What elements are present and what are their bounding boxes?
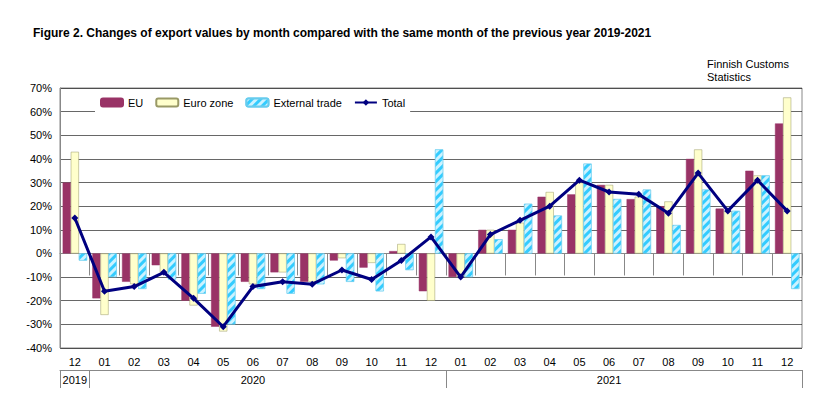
svg-text:12: 12 xyxy=(425,356,437,368)
svg-text:06: 06 xyxy=(247,356,259,368)
svg-text:EU: EU xyxy=(128,97,143,109)
svg-text:11: 11 xyxy=(752,356,763,368)
svg-text:60%: 60% xyxy=(30,106,52,118)
svg-text:-10%: -10% xyxy=(26,271,52,283)
svg-text:-40%: -40% xyxy=(26,342,52,354)
svg-text:Figure 2. Changes of export va: Figure 2. Changes of export values by mo… xyxy=(33,26,651,40)
svg-text:Statistics: Statistics xyxy=(707,71,752,83)
svg-text:20%: 20% xyxy=(30,200,52,212)
svg-text:30%: 30% xyxy=(30,177,52,189)
svg-text:05: 05 xyxy=(217,356,229,368)
svg-text:10: 10 xyxy=(366,356,378,368)
svg-text:-30%: -30% xyxy=(26,318,52,330)
svg-text:01: 01 xyxy=(98,356,110,368)
svg-text:06: 06 xyxy=(603,356,615,368)
svg-text:07: 07 xyxy=(633,356,645,368)
svg-text:08: 08 xyxy=(306,356,318,368)
svg-text:09: 09 xyxy=(336,356,348,368)
svg-text:2021: 2021 xyxy=(597,374,621,386)
svg-text:2020: 2020 xyxy=(241,374,265,386)
svg-text:12: 12 xyxy=(69,356,81,368)
svg-text:05: 05 xyxy=(573,356,585,368)
svg-text:11: 11 xyxy=(396,356,407,368)
svg-text:02: 02 xyxy=(484,356,496,368)
svg-text:12: 12 xyxy=(781,356,793,368)
svg-text:70%: 70% xyxy=(30,82,52,94)
svg-text:09: 09 xyxy=(692,356,704,368)
svg-text:2019: 2019 xyxy=(63,374,87,386)
svg-text:07: 07 xyxy=(276,356,288,368)
svg-text:04: 04 xyxy=(544,356,556,368)
svg-text:10: 10 xyxy=(722,356,734,368)
svg-text:Finnish Customs: Finnish Customs xyxy=(707,58,792,70)
svg-text:03: 03 xyxy=(158,356,170,368)
svg-text:03: 03 xyxy=(514,356,526,368)
svg-text:04: 04 xyxy=(187,356,199,368)
svg-text:40%: 40% xyxy=(30,153,52,165)
svg-text:-20%: -20% xyxy=(26,295,52,307)
svg-text:50%: 50% xyxy=(30,129,52,141)
svg-text:08: 08 xyxy=(662,356,674,368)
svg-text:Euro zone: Euro zone xyxy=(183,97,233,109)
svg-text:External trade: External trade xyxy=(273,97,341,109)
svg-text:0%: 0% xyxy=(36,247,52,259)
svg-text:Total: Total xyxy=(382,97,405,109)
svg-text:02: 02 xyxy=(128,356,140,368)
svg-text:01: 01 xyxy=(455,356,467,368)
svg-text:10%: 10% xyxy=(30,224,52,236)
